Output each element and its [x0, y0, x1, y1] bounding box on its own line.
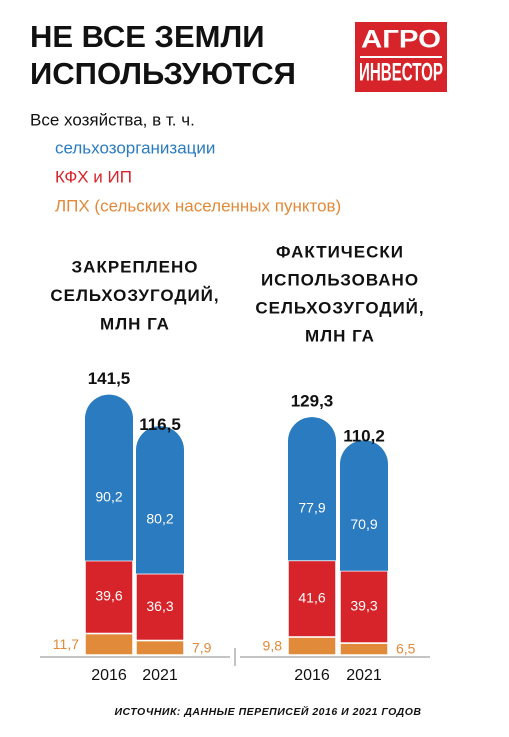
- value-label: 90,2: [95, 488, 122, 504]
- x-tick-label: 2021: [346, 667, 382, 684]
- bar-segment: [136, 426, 184, 574]
- logo-text: ИНВЕСТОР: [359, 59, 443, 87]
- bar-segment: [340, 440, 388, 571]
- bar-segment: [288, 417, 336, 561]
- panel-title: ЗАКРЕПЛЕНО: [72, 257, 199, 276]
- legend-entry: ЛПХ (сельских населенных пунктов): [55, 196, 341, 215]
- title-line: НЕ ВСЕ ЗЕМЛИ: [30, 19, 265, 54]
- value-label: 77,9: [298, 499, 325, 515]
- legend-title: Все хозяйства, в т. ч.: [30, 110, 195, 129]
- panel-title: СЕЛЬХОЗУГОДИЙ,: [50, 286, 219, 305]
- bar-segment: [339, 642, 389, 656]
- bar-segment: [287, 636, 337, 656]
- logo-text: АГРО: [361, 26, 441, 54]
- total-label: 110,2: [343, 427, 385, 446]
- panel-title: МЛН ГА: [305, 326, 375, 345]
- value-label: 39,6: [95, 588, 122, 604]
- value-label: 39,3: [350, 598, 377, 614]
- value-label: 41,6: [298, 589, 325, 605]
- legend-entry: КФХ и ИП: [55, 167, 132, 186]
- x-tick-label: 2016: [91, 667, 127, 684]
- x-tick-label: 2021: [142, 667, 178, 684]
- source: ИСТОЧНИК: ДАННЫЕ ПЕРЕПИСЕЙ 2016 И 2021 Г…: [114, 705, 421, 718]
- bar-segment: [85, 394, 133, 561]
- value-label: 11,7: [53, 636, 79, 652]
- panel-title: СЕЛЬХОЗУГОДИЙ,: [255, 298, 424, 317]
- bar-segment: [339, 569, 389, 644]
- panel-title: МЛН ГА: [100, 314, 170, 333]
- total-label: 116,5: [139, 415, 181, 434]
- legend-entry: сельхозорганизации: [55, 138, 215, 157]
- total-label: 129,3: [291, 392, 334, 411]
- bar-segment: [135, 639, 185, 656]
- value-label: 36,3: [146, 598, 173, 614]
- x-tick-label: 2016: [294, 667, 330, 684]
- title-line: ИСПОЛЬЗУЮТСЯ: [30, 56, 296, 91]
- panel-title: ФАКТИЧЕСКИ: [276, 242, 404, 261]
- value-label: 70,9: [350, 516, 377, 532]
- bar-segment: [84, 632, 134, 656]
- bar-segment: [287, 559, 337, 638]
- value-label: 7,9: [192, 639, 212, 655]
- panel-title: ИСПОЛЬЗОВАНО: [261, 270, 419, 289]
- total-label: 141,5: [88, 369, 131, 388]
- value-label: 6,5: [396, 641, 416, 657]
- value-label: 9,8: [263, 638, 283, 654]
- value-label: 80,2: [146, 511, 173, 527]
